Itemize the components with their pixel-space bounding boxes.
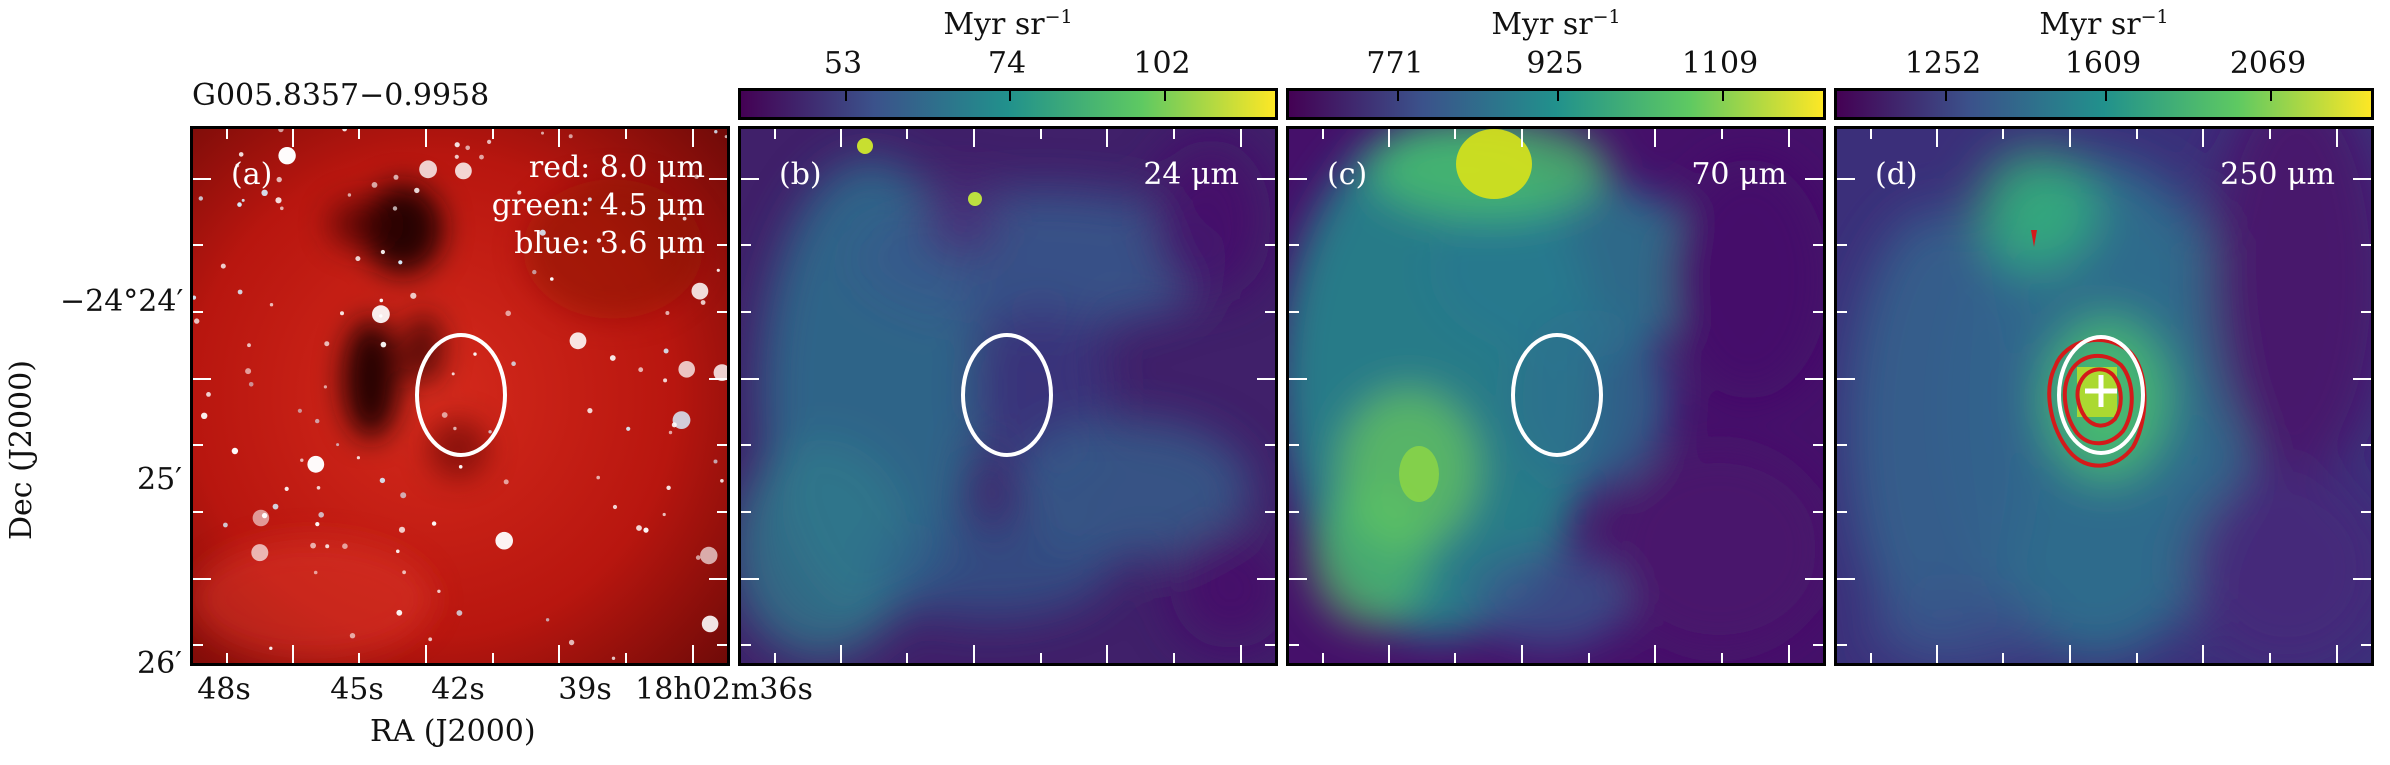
peak-marker [2085, 375, 2117, 407]
panel-label-a: (a) [231, 157, 273, 192]
colorbar-tick: 1609 [2064, 46, 2142, 81]
colorbar-tick: 1252 [1904, 46, 1982, 81]
contour-small [2031, 230, 2037, 247]
x-tick: 39s [558, 672, 612, 707]
colorbar-label-c: Myr sr−1 [1491, 6, 1621, 42]
colorbar-tick: 53 [823, 46, 863, 81]
aperture-ellipse [415, 333, 507, 457]
panel-label-d: (d) [1875, 157, 1918, 192]
source-name: G005.8357−0.9958 [192, 78, 490, 113]
composite-legend: red: 8.0 μm green: 4.5 μm blue: 3.6 μm [491, 150, 705, 261]
panel-a-irac-composite: (a) red: 8.0 μm green: 4.5 μm blue: 3.6 … [190, 126, 730, 666]
colorbar-label-d: Myr sr−1 [2039, 6, 2169, 42]
wavelength-label-b: 24 μm [1143, 157, 1239, 192]
x-axis-label: RA (J2000) [370, 714, 536, 749]
x-tick: 48s [197, 672, 251, 707]
panel-d-250um: (d) 250 μm [1834, 126, 2374, 666]
aperture-ellipse [2057, 335, 2145, 455]
contour-lines [2047, 337, 2147, 468]
colorbar-tick: 1109 [1681, 46, 1759, 81]
colorbar-d [1834, 88, 2374, 120]
colorbar-b [738, 88, 1278, 120]
x-tick: 42s [431, 672, 485, 707]
y-tick: 25′ [137, 462, 182, 497]
panel-b-24um: (b) 24 μm [738, 126, 1278, 666]
colorbar-c [1286, 88, 1826, 120]
colorbar-tick: 771 [1366, 46, 1424, 81]
aperture-ellipse [961, 333, 1053, 457]
colorbar-label-b: Myr sr−1 [943, 6, 1073, 42]
wavelength-label-d: 250 μm [2220, 157, 2335, 192]
colorbar-tick: 102 [1133, 46, 1191, 81]
y-axis-label: Dec (J2000) [4, 360, 39, 540]
y-tick: 26′ [137, 646, 182, 681]
x-tick: 45s [330, 672, 384, 707]
wavelength-label-c: 70 μm [1691, 157, 1787, 192]
panel-label-c: (c) [1327, 157, 1368, 192]
x-tick: 18h02m36s [635, 672, 813, 707]
colorbar-tick: 74 [987, 46, 1027, 81]
panel-c-70um: (c) 70 μm [1286, 126, 1826, 666]
y-tick: −24°24′ [60, 284, 184, 319]
colorbar-tick: 2069 [2229, 46, 2307, 81]
colorbar-tick: 925 [1526, 46, 1584, 81]
aperture-ellipse [1511, 333, 1603, 457]
panel-label-b: (b) [779, 157, 822, 192]
